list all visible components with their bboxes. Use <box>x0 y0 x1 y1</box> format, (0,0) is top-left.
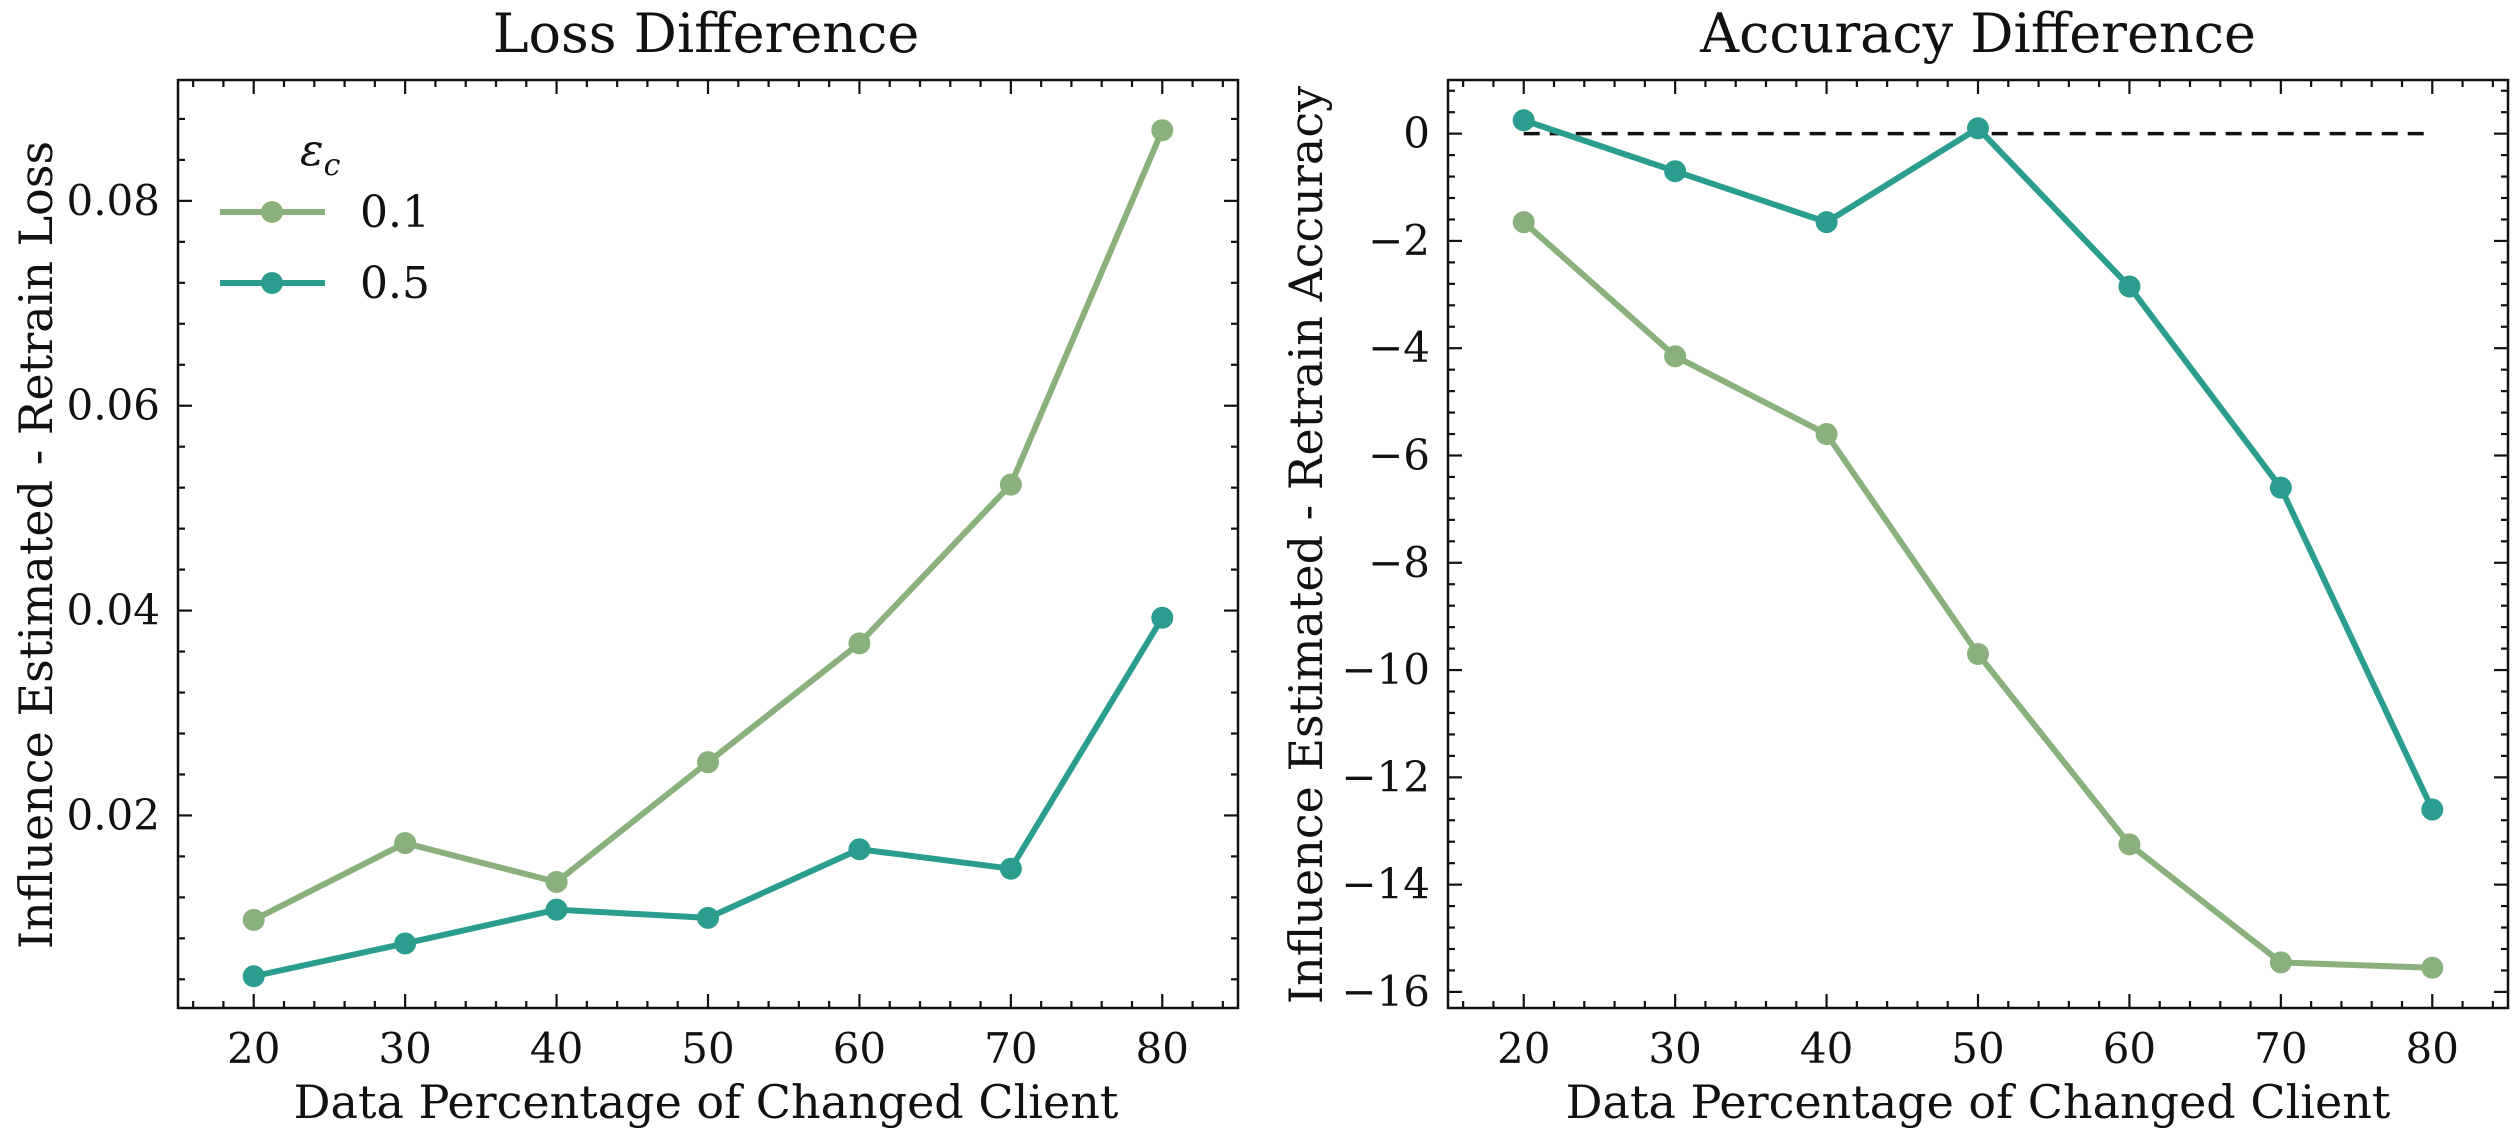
data-point-0.1 <box>848 632 871 655</box>
series-line-0.1 <box>1521 219 2433 971</box>
legend: εc 0.1 0.5 <box>220 125 430 309</box>
x-tick-label: 50 <box>681 1024 734 1073</box>
data-point-0.1 <box>1151 119 1174 142</box>
plot-area: 20 30 40 50 60 70 80 0.02 0.04 0.06 0.08 <box>66 78 1240 1073</box>
data-point-0.5 <box>242 965 265 988</box>
data-point-0.1 <box>1664 345 1687 368</box>
loss-difference-panel: Loss Difference Data Percentage of Chang… <box>9 2 1240 1129</box>
y-tick-label: 0.04 <box>66 586 160 635</box>
data-point-0.5 <box>545 898 568 921</box>
data-point-0.5 <box>2269 476 2292 499</box>
legend-title: εc <box>300 125 341 183</box>
x-tick-label: 30 <box>1648 1024 1701 1073</box>
y-tick-label: 0 <box>1403 109 1430 158</box>
x-tick-label: 40 <box>1800 1024 1853 1073</box>
legend-marker-0.1 <box>261 201 283 223</box>
axes-frame <box>176 78 1240 1010</box>
data-point-0.5 <box>1512 109 1535 132</box>
x-axis-label: Data Percentage of Changed Client <box>1566 1075 2391 1129</box>
x-tick-label: 30 <box>378 1024 431 1073</box>
x-axis-label: Data Percentage of Changed Client <box>294 1075 1119 1129</box>
data-point-0.5 <box>2118 275 2141 298</box>
data-point-0.5 <box>848 838 871 861</box>
x-tick-label: 40 <box>530 1024 583 1073</box>
axes-frame <box>1446 78 2510 1010</box>
y-tick-label: −2 <box>1368 216 1430 265</box>
data-point-0.5 <box>394 932 417 955</box>
y-tick-label: 0.08 <box>66 176 160 225</box>
data-point-0.1 <box>242 908 265 931</box>
data-point-0.1 <box>999 473 1022 496</box>
data-point-0.5 <box>1967 117 1989 140</box>
x-tick-label: 70 <box>2254 1024 2307 1073</box>
data-point-0.5 <box>2421 798 2444 821</box>
x-tick-label: 20 <box>227 1024 280 1073</box>
y-tick-label: −4 <box>1368 323 1430 372</box>
x-tick-label: 60 <box>833 1024 886 1073</box>
data-point-0.1 <box>1967 642 1989 665</box>
data-point-0.5 <box>1151 606 1174 629</box>
y-tick-label: −16 <box>1341 967 1430 1016</box>
y-tick-label: −8 <box>1368 538 1430 587</box>
legend-label-0.1: 0.1 <box>360 187 430 238</box>
y-tick-label: 0.06 <box>66 381 160 430</box>
accuracy-difference-panel: Accuracy Difference Data Percentage of C… <box>1279 2 2510 1129</box>
data-point-0.5 <box>999 857 1022 880</box>
data-point-0.1 <box>1815 423 1838 446</box>
x-tick-label: 80 <box>1136 1024 1189 1073</box>
data-point-0.1 <box>2118 833 2141 856</box>
data-point-0.1 <box>394 832 417 855</box>
y-axis-label: Influence Estimated - Retrain Accuracy <box>1279 86 1333 1004</box>
y-axis-label: Influence Estimated - Retrain Loss <box>9 141 63 949</box>
y-tick-label: −14 <box>1341 860 1430 909</box>
series-line-0.1 <box>252 129 1166 923</box>
y-tick-label: 0.02 <box>66 790 160 839</box>
legend-marker-0.5 <box>261 272 283 294</box>
data-point-0.5 <box>1664 160 1687 183</box>
x-tick-label: 50 <box>1951 1024 2004 1073</box>
data-point-0.1 <box>2421 956 2444 979</box>
chart-title: Accuracy Difference <box>1699 2 2256 65</box>
data-point-0.1 <box>697 751 719 774</box>
chart-title: Loss Difference <box>493 2 920 65</box>
y-tick-label: −6 <box>1368 430 1430 479</box>
x-tick-label: 60 <box>2103 1024 2156 1073</box>
series-line-0.5 <box>1522 117 2436 811</box>
x-tick-label: 80 <box>2406 1024 2459 1073</box>
data-point-0.5 <box>1815 211 1838 234</box>
data-point-0.1 <box>545 871 568 894</box>
legend-label-0.5: 0.5 <box>360 258 430 309</box>
data-point-0.5 <box>697 906 719 929</box>
plot-area: 20 30 40 50 60 70 80 0 −2 −4 −6 −8 −10 −12 −14 −16 <box>1341 78 2510 1073</box>
y-tick-label: −10 <box>1341 645 1430 694</box>
y-tick-label: −12 <box>1341 752 1430 801</box>
data-point-0.1 <box>2269 951 2292 974</box>
x-tick-label: 70 <box>984 1024 1037 1073</box>
x-tick-label: 20 <box>1497 1024 1550 1073</box>
data-point-0.1 <box>1512 211 1535 234</box>
